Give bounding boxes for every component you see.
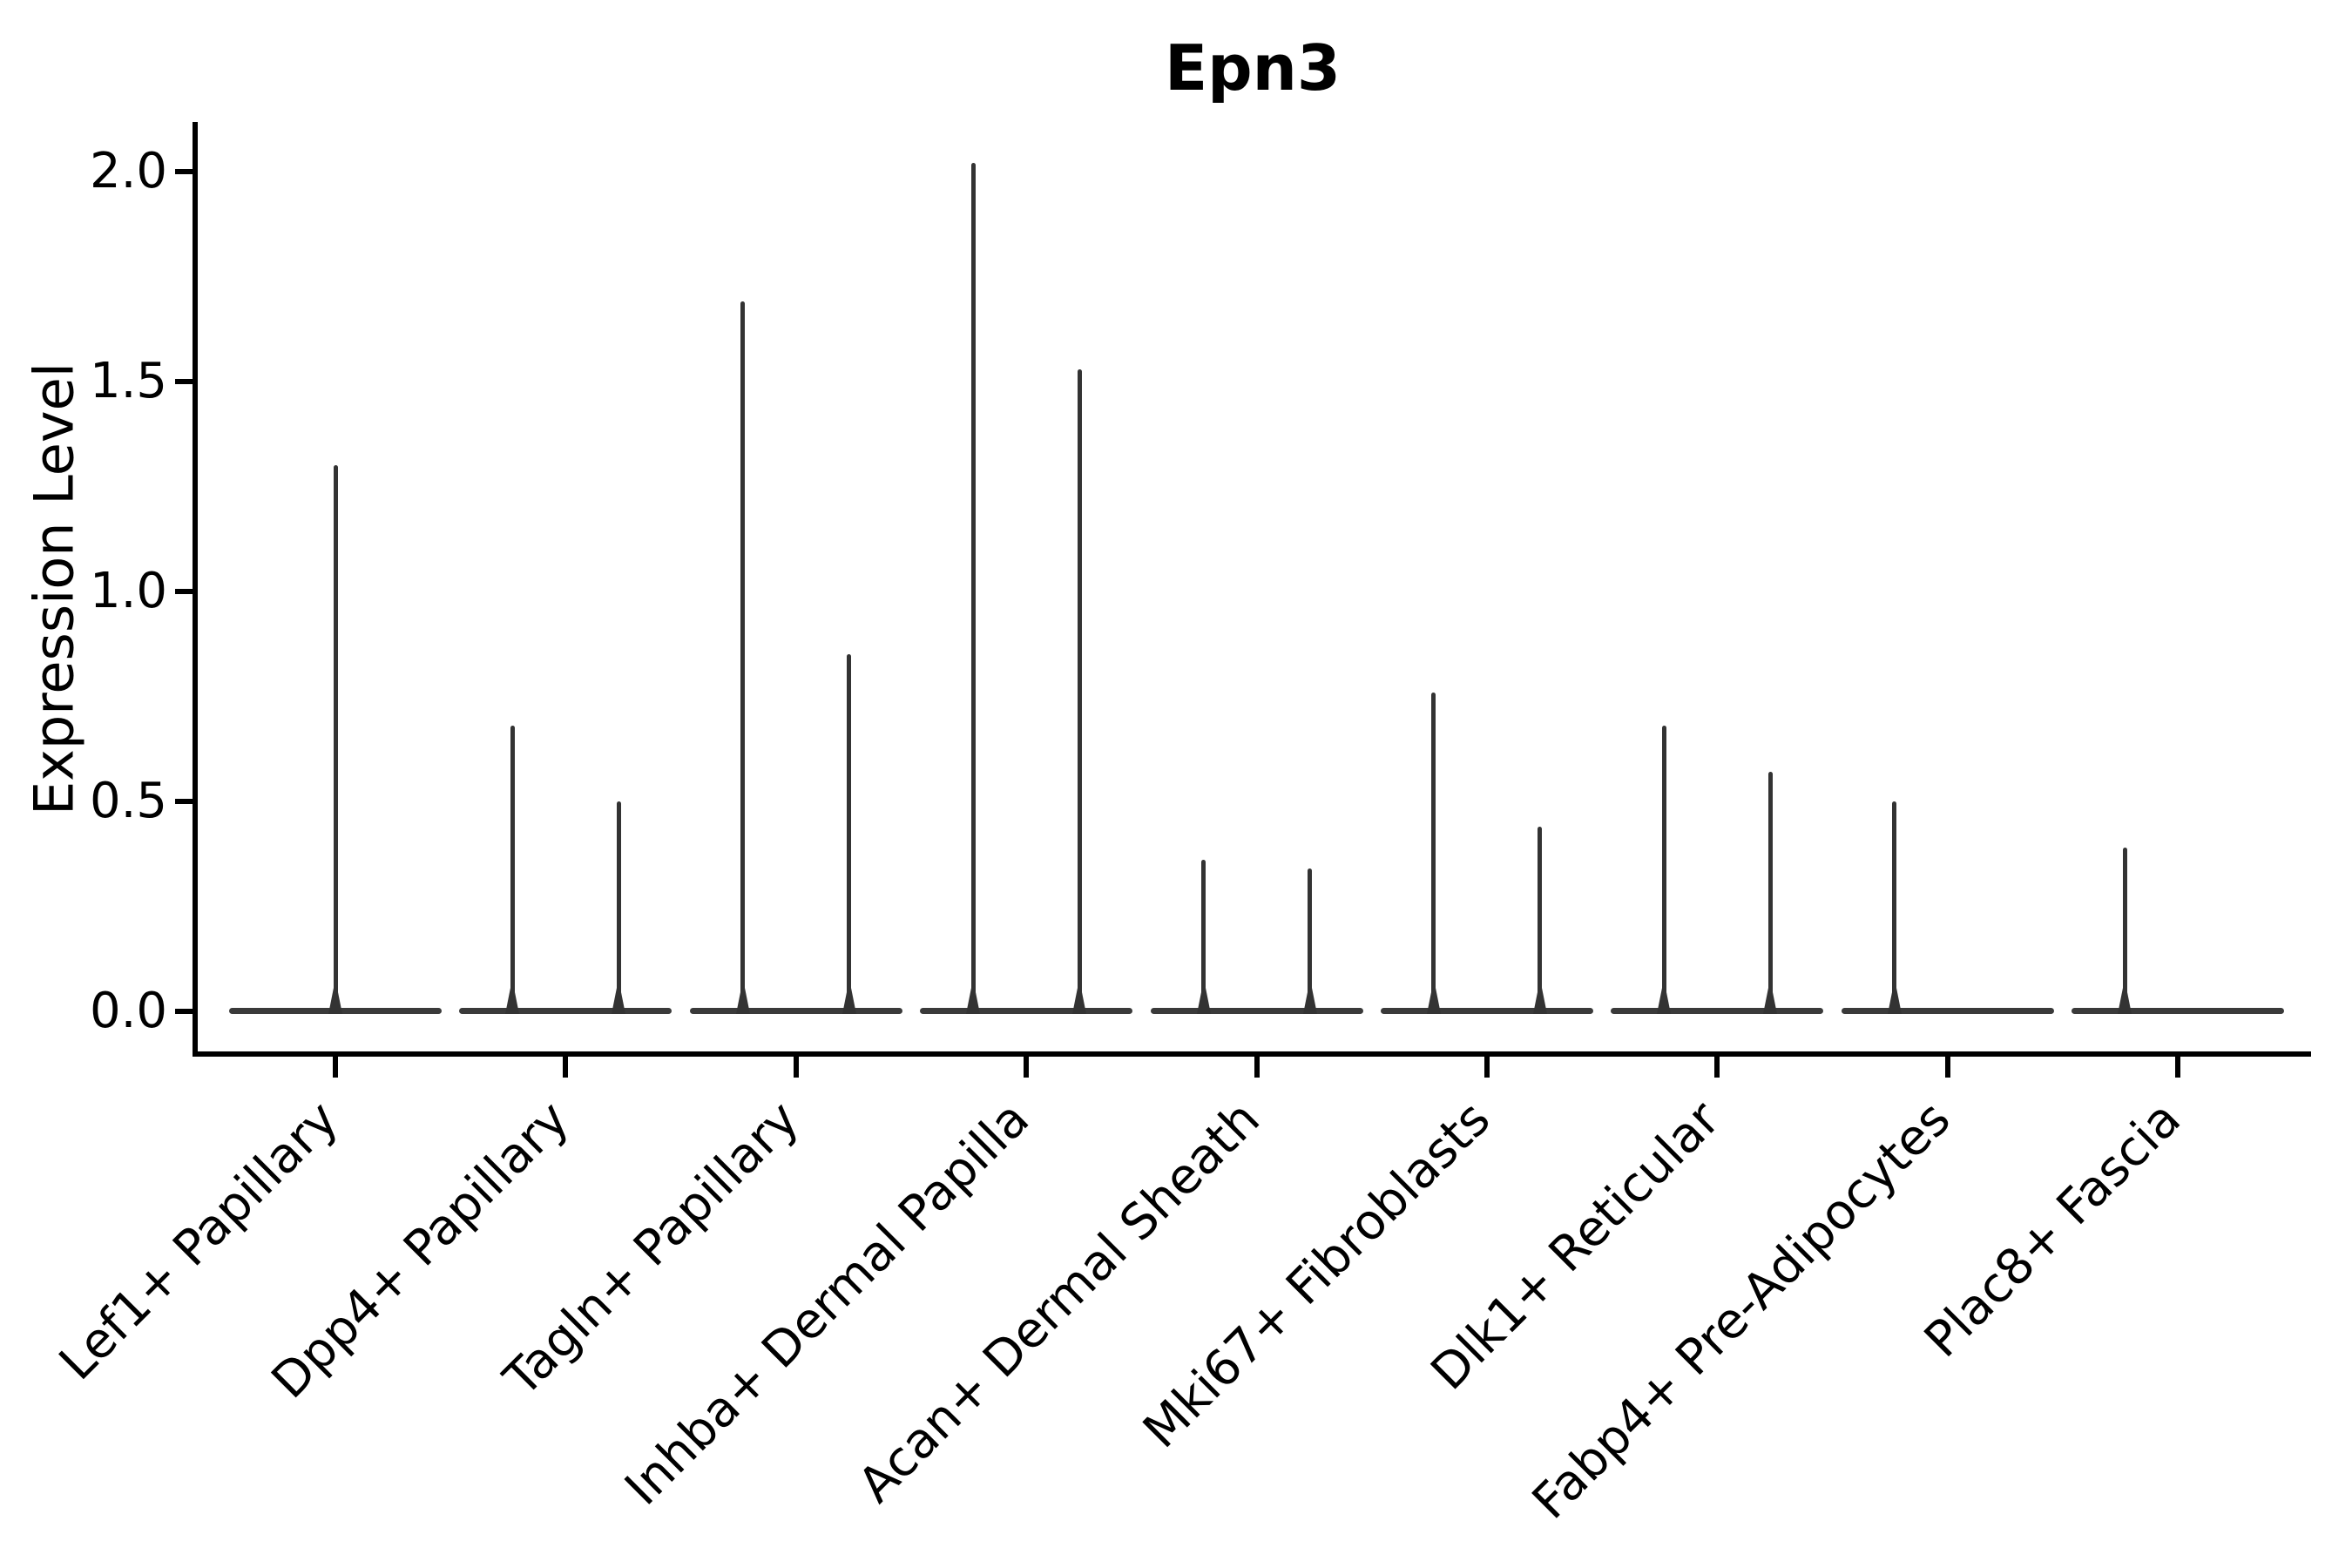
y-tick <box>175 589 193 594</box>
y-tick-label: 1.5 <box>89 353 167 409</box>
violin-body <box>689 1008 902 1014</box>
y-tick-label: 0.5 <box>89 773 167 829</box>
y-tick-label: 0.0 <box>89 983 167 1039</box>
violin-body <box>1380 1008 1593 1014</box>
violin-spike <box>1767 772 1773 1014</box>
y-axis-line <box>193 122 198 1057</box>
y-tick-label: 1.0 <box>89 563 167 619</box>
violin-body <box>2072 1008 2284 1014</box>
x-tick <box>1254 1057 1260 1078</box>
x-tick-label: Fabp4+ Pre-Adipocytes <box>1522 1091 1962 1531</box>
x-tick-label: Acan+ Dermal Sheath <box>847 1091 1271 1514</box>
violin-spike <box>333 465 338 1014</box>
x-tick <box>1024 1057 1030 1078</box>
violin-spike <box>1201 860 1206 1014</box>
x-tick <box>563 1057 569 1078</box>
violin-body <box>459 1008 672 1014</box>
violin-spike <box>740 301 746 1014</box>
x-tick <box>333 1057 338 1078</box>
violin-body <box>1150 1008 1363 1014</box>
violin-body <box>1611 1008 1824 1014</box>
y-tick <box>175 169 193 174</box>
violin-spike <box>1661 726 1666 1014</box>
violin-spike <box>510 726 515 1014</box>
violin-spike <box>1538 826 1543 1014</box>
violin-spike <box>970 163 976 1014</box>
y-tick <box>175 799 193 804</box>
violin-spike <box>1431 692 1436 1014</box>
y-tick-label: 2.0 <box>89 143 167 199</box>
chart-title: Epn3 <box>1164 31 1342 105</box>
x-tick <box>1714 1057 1720 1078</box>
y-tick <box>175 379 193 384</box>
x-tick-label: Inhba+ Dermal Papilla <box>614 1091 1041 1517</box>
violin-spike <box>1077 368 1082 1014</box>
x-tick <box>793 1057 799 1078</box>
x-tick <box>1944 1057 1950 1078</box>
violin-spike <box>616 801 621 1014</box>
violin-spike <box>1892 801 1897 1014</box>
violin-spike <box>1308 868 1312 1014</box>
violin-spike <box>847 654 852 1014</box>
violin-body <box>1841 1008 2054 1014</box>
violin-body <box>920 1008 1133 1014</box>
y-tick <box>175 1009 193 1014</box>
x-tick <box>2175 1057 2180 1078</box>
x-tick <box>1484 1057 1490 1078</box>
violin-spike <box>2122 848 2127 1014</box>
x-axis-line <box>193 1051 2311 1057</box>
